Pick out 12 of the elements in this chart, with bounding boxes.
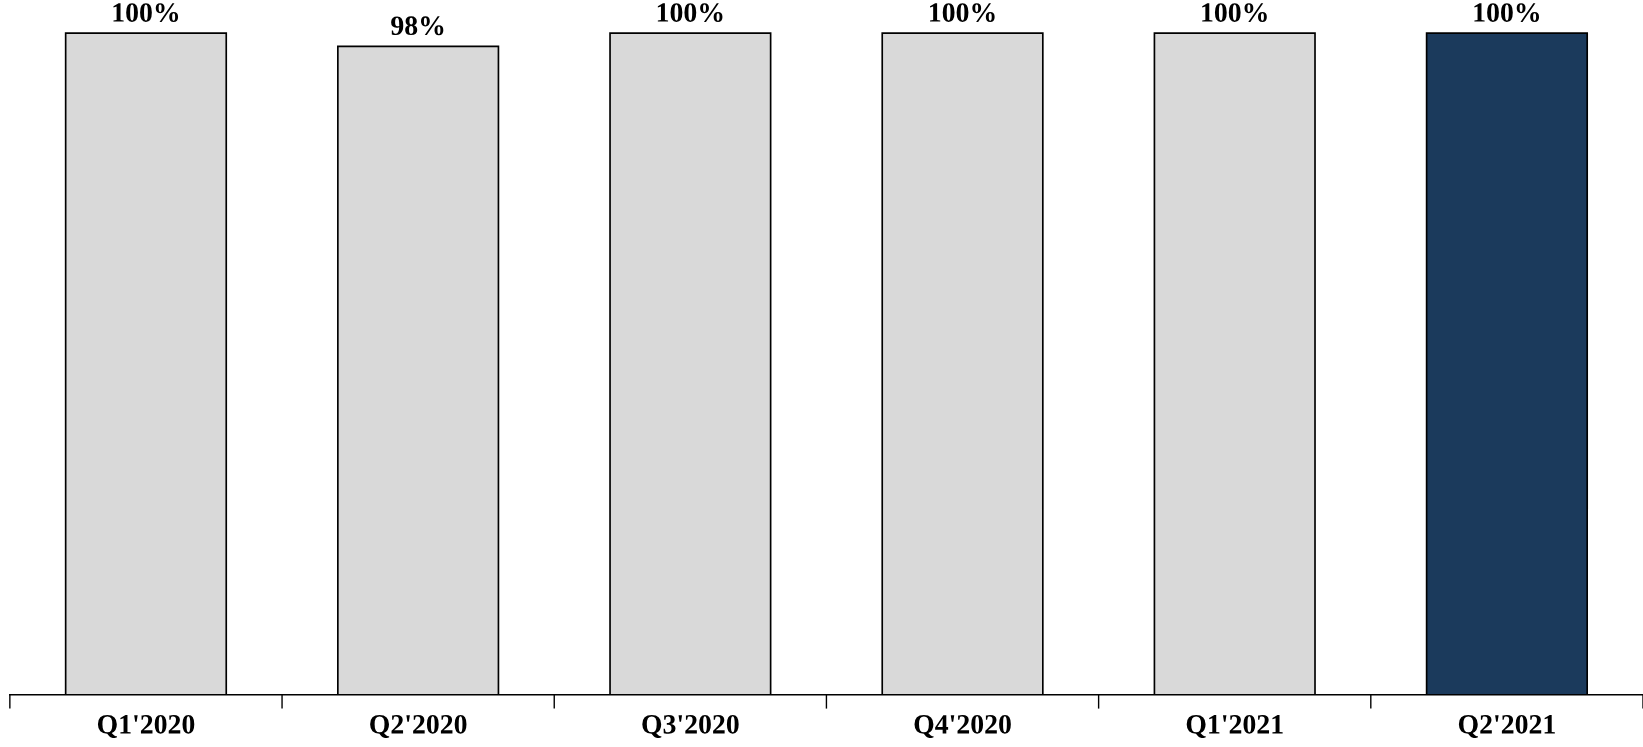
x-tick-label: Q2'2021	[1458, 714, 1555, 738]
data-label: 100%	[1474, 3, 1540, 22]
data-label: 98%	[391, 16, 444, 36]
data-label: 100%	[113, 3, 179, 22]
x-tick-label: Q1'2021	[1186, 714, 1283, 738]
data-label: 100%	[930, 3, 995, 22]
x-tick-label: Q4'2020	[914, 714, 1011, 738]
x-tick-label: Q2'2020	[370, 714, 467, 738]
data-label: 100%	[657, 3, 723, 22]
x-tick-label: Q3'2020	[642, 714, 739, 738]
x-tick-label: Q1'2020	[97, 714, 195, 738]
data-label: 100%	[1202, 3, 1267, 22]
